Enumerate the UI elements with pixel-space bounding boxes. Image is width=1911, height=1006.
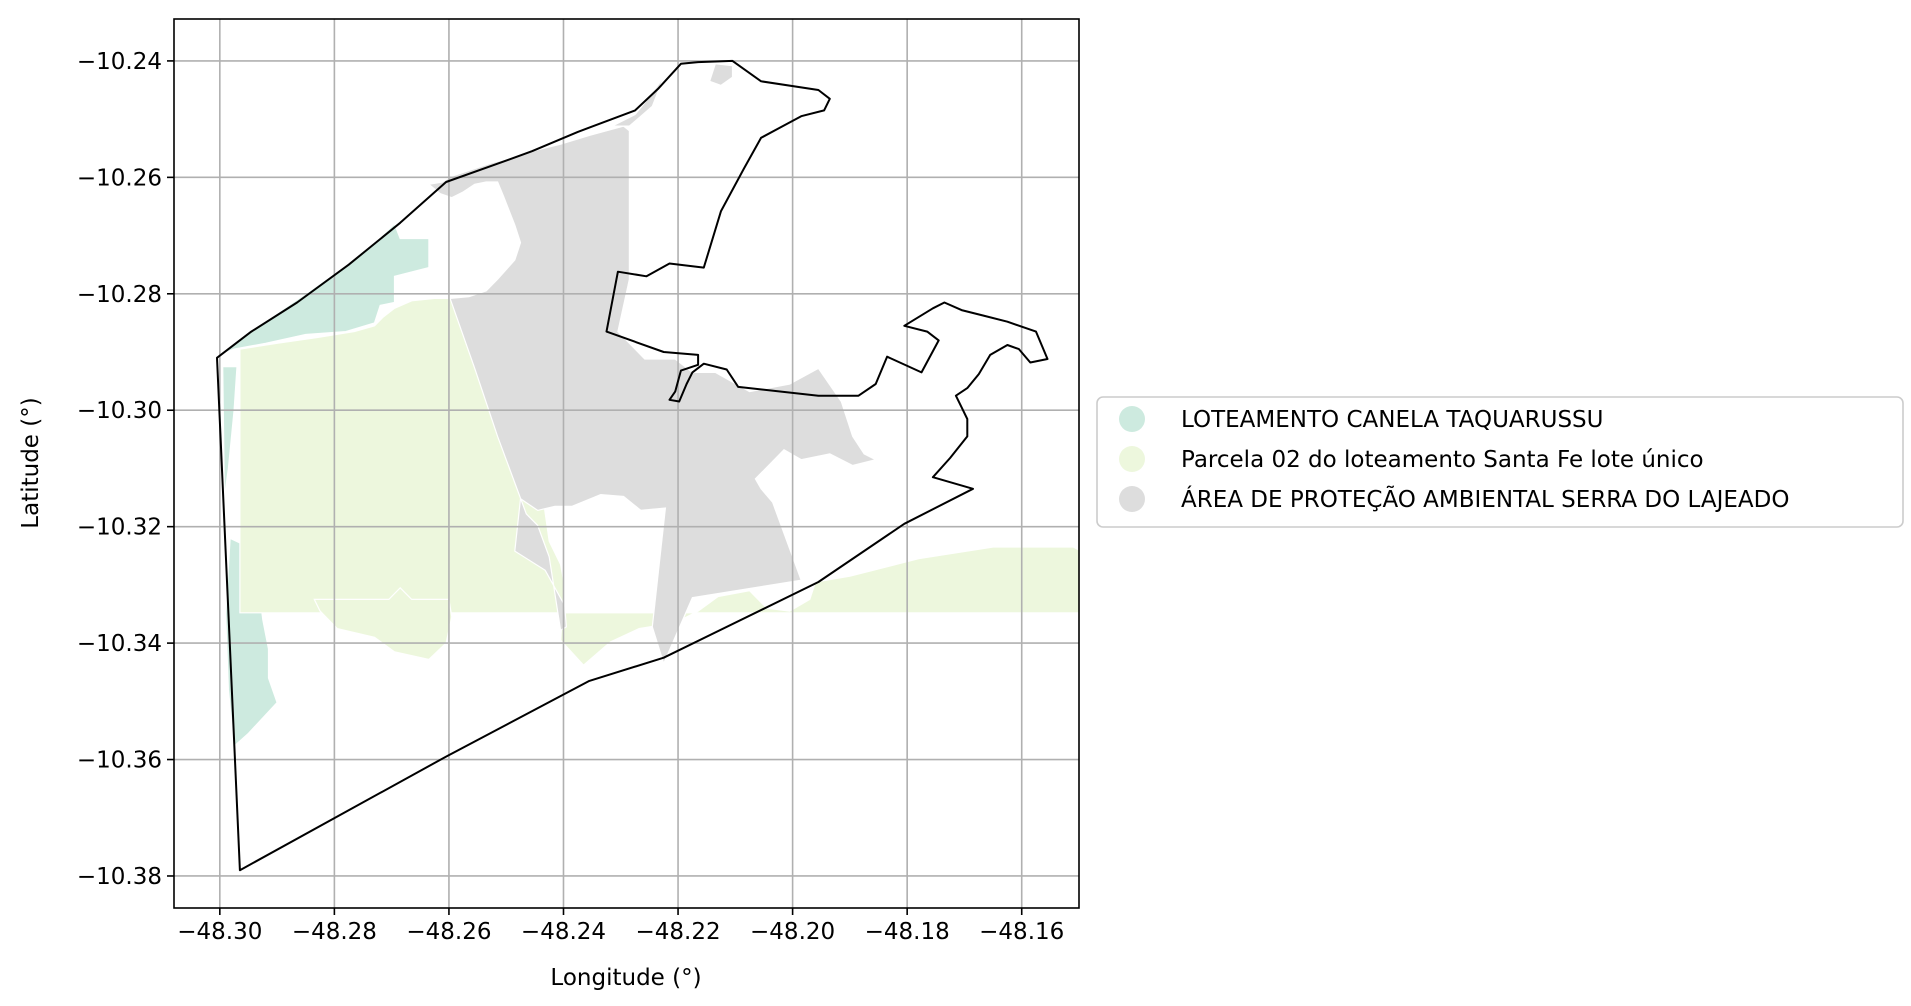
plot-frame: [173, 18, 1080, 909]
y-axis-ticks: −10.24 −10.26 −10.28 −10.30 −10.32 −10.34 −10.…: [77, 49, 174, 890]
x-tick-label: −48.30: [177, 919, 262, 945]
x-tick-label: −48.26: [406, 919, 491, 945]
y-tick-label: −10.26: [77, 165, 162, 191]
legend-marker-0: [1119, 406, 1145, 432]
boundary-outline: [216, 59, 1049, 872]
legend-label-0: LOTEAMENTO CANELA TAQUARUSSU: [1181, 407, 1604, 433]
gridlines: [174, 19, 1079, 908]
x-tick-label: −48.22: [635, 919, 720, 945]
y-tick-label: −10.36: [77, 748, 162, 774]
y-tick-label: −10.34: [77, 631, 162, 657]
x-axis-ticks: −48.30 −48.28 −48.26 −48.24 −48.22 −48.20 −48.…: [177, 908, 1064, 945]
x-tick-label: −48.20: [750, 919, 835, 945]
x-tick-label: −48.16: [979, 919, 1064, 945]
x-tick-label: −48.24: [521, 919, 606, 945]
y-axis-title: Latitude (°): [18, 397, 44, 528]
x-tick-label: −48.28: [292, 919, 377, 945]
legend-marker-2: [1119, 486, 1145, 512]
legend-frame: [1096, 396, 1904, 528]
y-tick-label: −10.38: [77, 864, 162, 890]
legend-marker-1: [1119, 446, 1145, 472]
legend-label-2: ÁREA DE PROTEÇÃO AMBIENTAL SERRA DO LAJE…: [1181, 485, 1789, 513]
y-tick-label: −10.30: [77, 398, 162, 424]
legend: LOTEAMENTO CANELA TAQUARUSSU Parcela 02 d…: [1096, 396, 1904, 528]
y-tick-label: −10.24: [77, 49, 162, 75]
municipal-boundary: [216, 59, 1049, 872]
layer-2-polygon-0: [427, 125, 878, 666]
x-tick-label: −48.18: [865, 919, 950, 945]
layer-2-polygon-2: [708, 63, 734, 87]
y-tick-label: −10.32: [77, 515, 162, 541]
y-tick-label: −10.28: [77, 282, 162, 308]
layer-0-polygon-2: [222, 366, 238, 498]
layer-0-polygon-0: [219, 222, 430, 356]
legend-label-1: Parcela 02 do loteamento Santa Fe lote ú…: [1181, 447, 1704, 473]
x-axis-title: Longitude (°): [550, 965, 701, 991]
